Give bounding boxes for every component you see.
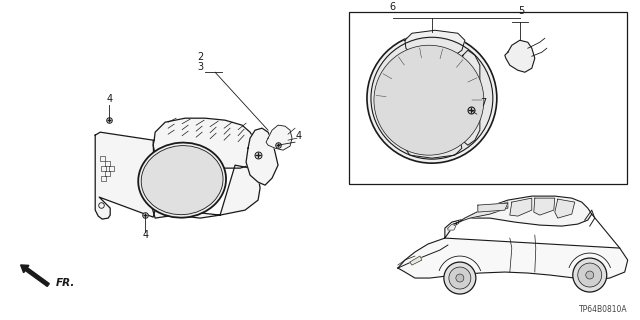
Ellipse shape xyxy=(138,143,226,218)
Polygon shape xyxy=(398,238,628,280)
Bar xyxy=(105,161,109,166)
Polygon shape xyxy=(266,125,292,150)
Bar xyxy=(349,12,627,184)
Text: FR.: FR. xyxy=(56,278,76,288)
Circle shape xyxy=(444,262,476,294)
Text: 3: 3 xyxy=(197,62,203,72)
Bar xyxy=(100,156,105,161)
Circle shape xyxy=(367,33,497,163)
Text: 4: 4 xyxy=(106,94,112,104)
Bar xyxy=(100,166,106,171)
Polygon shape xyxy=(95,132,155,219)
Bar xyxy=(100,176,106,180)
Polygon shape xyxy=(534,198,555,215)
Polygon shape xyxy=(460,50,480,145)
Polygon shape xyxy=(478,203,508,212)
Text: 2: 2 xyxy=(197,52,204,62)
Polygon shape xyxy=(410,256,422,265)
Polygon shape xyxy=(405,30,465,55)
Circle shape xyxy=(374,45,484,155)
Text: 4: 4 xyxy=(296,131,302,141)
Bar xyxy=(105,171,109,176)
Circle shape xyxy=(573,258,607,292)
Polygon shape xyxy=(151,155,260,218)
Circle shape xyxy=(586,271,594,279)
Polygon shape xyxy=(404,138,462,158)
Polygon shape xyxy=(510,198,532,216)
Text: 5: 5 xyxy=(518,6,525,16)
Polygon shape xyxy=(452,202,508,226)
Polygon shape xyxy=(505,40,535,72)
Polygon shape xyxy=(246,128,278,185)
Polygon shape xyxy=(555,199,575,218)
FancyArrow shape xyxy=(20,265,49,286)
Circle shape xyxy=(456,274,464,282)
Polygon shape xyxy=(153,118,260,168)
Text: 4: 4 xyxy=(142,230,148,240)
Polygon shape xyxy=(448,224,456,230)
Bar xyxy=(109,166,114,171)
Text: 7: 7 xyxy=(480,98,486,108)
Polygon shape xyxy=(445,196,592,238)
Circle shape xyxy=(371,37,493,159)
Circle shape xyxy=(578,263,602,287)
Ellipse shape xyxy=(141,146,223,215)
Text: 6: 6 xyxy=(390,2,396,12)
Text: TP64B0810A: TP64B0810A xyxy=(579,305,628,314)
Circle shape xyxy=(449,267,471,289)
